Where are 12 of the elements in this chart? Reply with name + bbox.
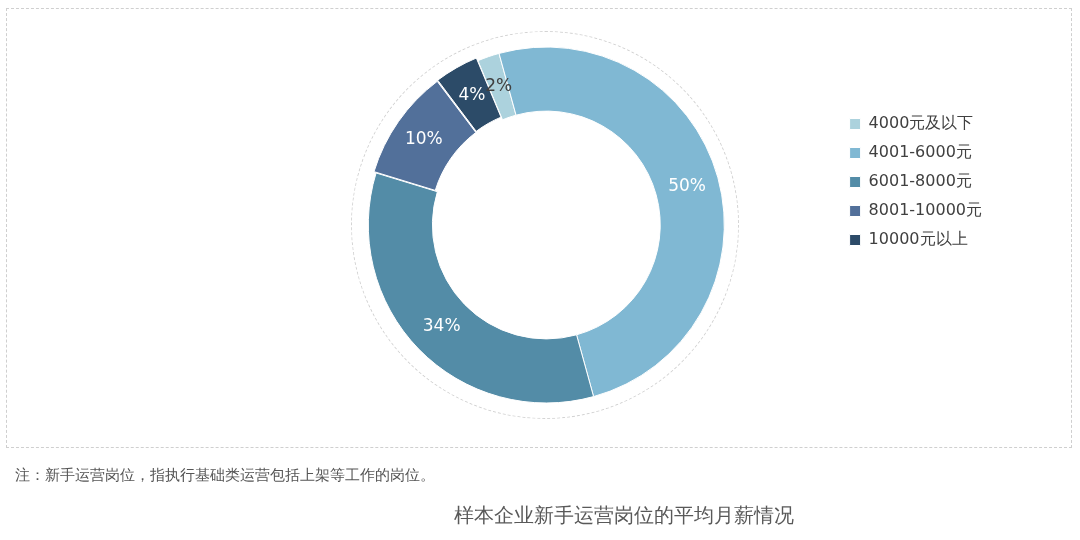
text: 样本企业新手运营岗位的平均月薪情况 (454, 503, 794, 528)
data-label: 50% (668, 174, 706, 195)
data-label: 2% (485, 75, 513, 96)
legend-label: 10000元以上 (868, 229, 968, 249)
data-label: 34% (422, 315, 461, 336)
legend-label: 4001-6000元 (868, 142, 972, 162)
legend-label: 4000元及以下 (868, 113, 974, 133)
legend-label: 6001-8000元 (868, 171, 972, 191)
data-label: 10% (404, 127, 443, 148)
data-label: 4% (458, 83, 486, 104)
legend-label: 8001-10000元 (868, 200, 982, 220)
text: 注：新手运营岗位，指执行基础类运营包括上架等工作的岗位。 (15, 465, 435, 484)
